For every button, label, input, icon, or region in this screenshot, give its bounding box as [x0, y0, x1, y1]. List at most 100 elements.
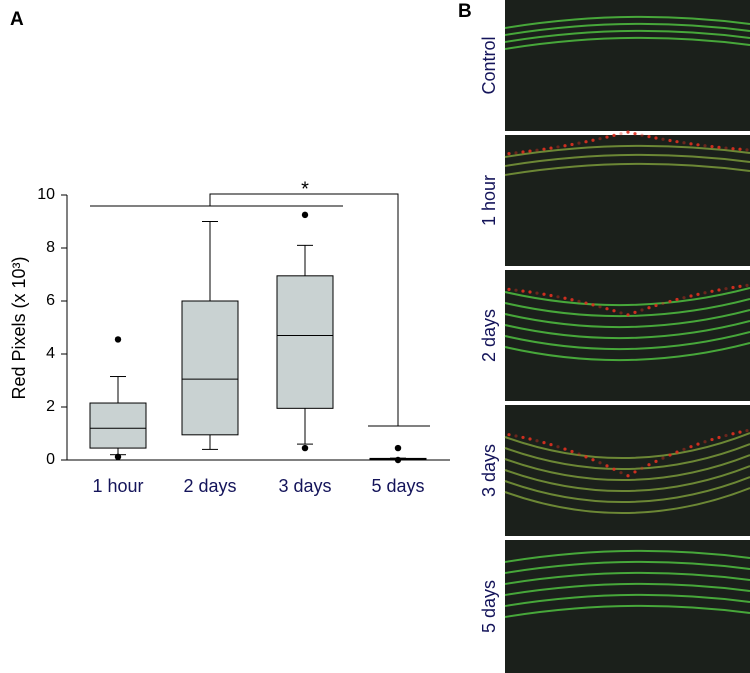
red-dot [696, 143, 700, 147]
micrograph-label: 3 days [479, 444, 499, 497]
fiber [504, 320, 750, 340]
outlier [301, 211, 309, 219]
red-dot [598, 305, 602, 309]
y-tick-label: 2 [46, 398, 55, 415]
red-dot [689, 294, 693, 298]
red-dot [542, 440, 546, 445]
red-dot [682, 141, 686, 145]
red-dot [619, 132, 623, 136]
red-dot [647, 306, 651, 310]
micrograph [504, 130, 750, 266]
red-dot [507, 433, 511, 437]
red-dot [717, 435, 721, 440]
panel-label: B [458, 1, 472, 22]
red-dot [661, 301, 665, 306]
red-dot [724, 287, 728, 291]
fiber [504, 560, 750, 574]
red-dot [521, 150, 525, 154]
red-dot [689, 445, 693, 449]
red-dot [556, 445, 560, 449]
x-tick-label: 3 days [278, 476, 331, 496]
red-dot [605, 307, 609, 311]
red-dot [675, 140, 679, 144]
red-dot [640, 466, 644, 470]
box [89, 402, 147, 449]
x-tick-label: 2 days [183, 476, 236, 496]
fiber [504, 604, 750, 618]
red-dot [507, 287, 511, 292]
red-dot [570, 449, 574, 454]
fiber [504, 36, 750, 50]
fiber [504, 29, 750, 43]
red-dot [724, 433, 728, 438]
red-dot [535, 439, 539, 443]
fiber [504, 593, 750, 607]
red-dot [563, 296, 567, 300]
fiber [504, 309, 750, 329]
y-tick-label: 8 [46, 239, 55, 256]
red-dot [682, 296, 686, 300]
red-dot [542, 147, 546, 151]
red-dot [577, 299, 581, 303]
red-dot [598, 461, 602, 465]
red-dot [577, 452, 581, 456]
red-dot [577, 141, 581, 145]
red-dot [556, 145, 560, 149]
red-dot [696, 442, 700, 446]
fiber [504, 476, 750, 504]
red-dot [563, 447, 567, 451]
red-dot [591, 303, 595, 307]
red-dot [633, 132, 637, 136]
fiber [504, 443, 750, 471]
fiber [504, 153, 750, 167]
micrograph [504, 0, 750, 131]
micrograph-label: 1 hour [479, 175, 499, 226]
red-dot [696, 292, 700, 296]
red-dot [633, 310, 637, 314]
fiber [504, 287, 750, 307]
red-dot [535, 291, 539, 295]
y-tick-label: 0 [46, 451, 55, 468]
fiber [504, 582, 750, 596]
box [181, 300, 239, 436]
red-dot [542, 292, 546, 296]
red-dot [605, 135, 609, 139]
red-dot [570, 298, 574, 302]
fiber [504, 571, 750, 585]
outlier [301, 444, 309, 452]
micrograph-bg [505, 270, 750, 401]
red-dot [556, 295, 560, 299]
red-dot [668, 138, 672, 143]
red-dot [731, 285, 735, 290]
panel-label: A [10, 9, 24, 30]
x-tick-label: 1 hour [92, 476, 143, 496]
micrograph-label: 5 days [479, 580, 499, 633]
micrograph [504, 405, 750, 536]
red-dot [612, 309, 616, 313]
red-dot [654, 459, 658, 463]
red-dot [521, 289, 525, 293]
red-dot [528, 437, 532, 441]
fiber [504, 162, 750, 176]
red-dot [710, 289, 714, 293]
red-dot [584, 455, 588, 459]
outlier [114, 453, 122, 461]
red-dot [535, 148, 539, 152]
y-tick-label: 10 [37, 186, 55, 203]
red-dot [682, 447, 686, 451]
red-dot [647, 463, 651, 467]
red-dot [619, 471, 623, 475]
fiber [504, 144, 750, 158]
fiber [504, 549, 750, 563]
red-dot [514, 288, 518, 292]
red-dot [549, 293, 553, 298]
red-dot [745, 148, 749, 152]
red-dot [570, 142, 574, 147]
red-dot [626, 474, 630, 478]
fiber [504, 454, 750, 482]
red-dot [717, 145, 721, 149]
red-dot [619, 311, 623, 315]
box [276, 275, 334, 409]
red-dot [675, 297, 679, 302]
